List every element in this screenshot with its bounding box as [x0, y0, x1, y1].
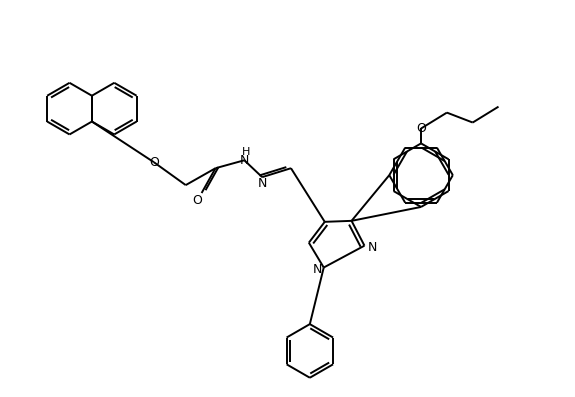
Text: N: N: [368, 241, 377, 254]
Text: O: O: [416, 122, 426, 135]
Text: N: N: [240, 154, 249, 167]
Text: N: N: [258, 177, 267, 190]
Text: H: H: [242, 147, 251, 157]
Text: O: O: [193, 195, 202, 208]
Text: O: O: [149, 156, 159, 169]
Text: N: N: [313, 263, 323, 276]
